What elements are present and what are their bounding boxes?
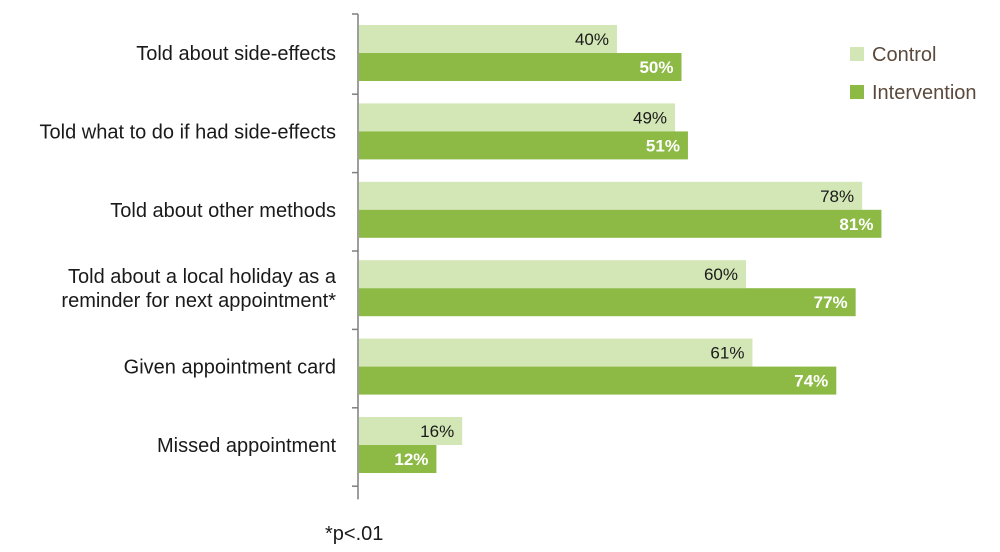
bars-group (359, 25, 882, 473)
footnote: *p<.01 (325, 523, 384, 545)
bar-intervention (359, 366, 837, 395)
legend-swatch-intervention (850, 85, 864, 99)
value-labels-group: 40% 50% 49% 51% 78% 81% 60% 77% 61% 74% 16% 12% (394, 30, 873, 469)
bar-control (359, 260, 746, 289)
data-label-intervention: 50% (639, 58, 673, 77)
legend-label-control: Control (872, 44, 936, 66)
legend-swatch-control (850, 47, 864, 61)
bar-control (359, 417, 463, 445)
data-label-intervention: 74% (794, 372, 828, 391)
bar-intervention (359, 288, 856, 317)
data-label-control: 49% (633, 108, 667, 127)
category-label: Given appointment card (124, 357, 336, 379)
category-label: Told about a local holiday as a (68, 266, 337, 288)
category-label: Told what to do if had side-effects (40, 121, 336, 143)
data-label-control: 40% (575, 30, 609, 49)
category-label: Missed appointment (157, 435, 336, 457)
category-labels-group: Told about side-effects Told what to do i… (40, 43, 337, 457)
category-label: Told about side-effects (136, 43, 336, 65)
data-label-intervention: 51% (646, 136, 680, 155)
data-label-control: 61% (710, 344, 744, 363)
data-label-control: 78% (820, 187, 854, 206)
bar-intervention (359, 131, 688, 160)
data-label-intervention: 81% (839, 215, 873, 234)
bar-intervention (359, 209, 882, 238)
data-label-control: 16% (420, 422, 454, 441)
bar-intervention (359, 53, 682, 81)
bar-control (359, 103, 676, 132)
bar-control (359, 338, 753, 367)
bar-control (359, 181, 863, 210)
bar-intervention (359, 445, 437, 473)
category-label: reminder for next appointment* (61, 290, 336, 312)
category-label: Told about other methods (110, 200, 336, 222)
bar-control (359, 25, 617, 53)
legend: Control Intervention (850, 44, 977, 104)
data-label-control: 60% (704, 265, 738, 284)
legend-label-intervention: Intervention (872, 82, 977, 104)
data-label-intervention: 77% (814, 293, 848, 312)
data-label-intervention: 12% (394, 450, 428, 469)
y-axis (352, 13, 359, 500)
